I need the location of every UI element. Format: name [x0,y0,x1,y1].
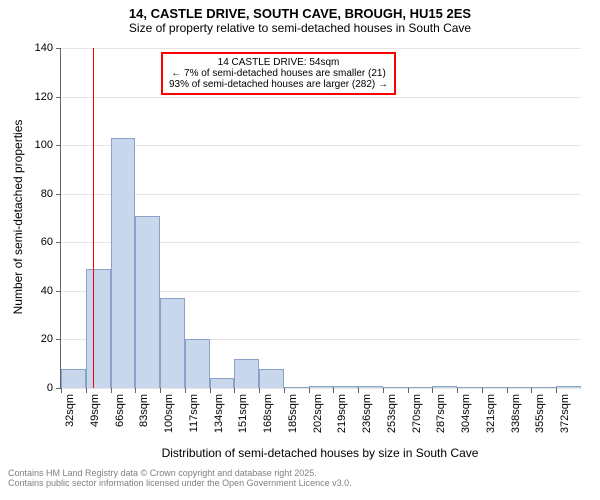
x-tick [408,388,409,393]
chart-footer: Contains HM Land Registry data © Crown c… [8,468,352,488]
y-tick-label: 140 [35,42,53,54]
grid-line [61,97,581,98]
histogram-bar [135,216,160,388]
y-tick-label: 120 [35,91,53,103]
grid-line [61,145,581,146]
x-tick-label: 304sqm [460,394,472,433]
x-tick [309,388,310,393]
y-tick-label: 40 [41,285,53,297]
footer-line-2: Contains public sector information licen… [8,478,352,488]
x-tick [556,388,557,393]
histogram-bar [111,138,136,388]
x-tick [135,388,136,393]
x-tick [432,388,433,393]
x-tick-label: 287sqm [435,394,447,433]
annotation-line-2: ← 7% of semi-detached houses are smaller… [169,68,388,79]
chart-subtitle: Size of property relative to semi-detach… [0,21,600,39]
histogram-bar [309,386,334,388]
plot-area: 02040608010012014032sqm49sqm66sqm83sqm10… [60,48,581,389]
y-tick [56,48,61,49]
x-tick [185,388,186,393]
x-tick-label: 355sqm [534,394,546,433]
chart-title: 14, CASTLE DRIVE, SOUTH CAVE, BROUGH, HU… [0,0,600,21]
x-tick-label: 236sqm [361,394,373,433]
x-tick [284,388,285,393]
histogram-bar [259,369,284,388]
x-tick-label: 168sqm [262,394,274,433]
x-tick [234,388,235,393]
x-tick [531,388,532,393]
histogram-bar [383,387,408,388]
histogram-bar [61,369,86,388]
x-tick-label: 151sqm [237,394,249,433]
x-tick [507,388,508,393]
histogram-bar [333,386,358,388]
annotation-box: 14 CASTLE DRIVE: 54sqm← 7% of semi-detac… [161,52,396,95]
histogram-bar [556,386,581,388]
x-tick-label: 100sqm [163,394,175,433]
x-tick-label: 117sqm [188,394,200,432]
x-tick-label: 270sqm [411,394,423,433]
x-tick [160,388,161,393]
x-tick [358,388,359,393]
histogram-bar [531,387,556,388]
histogram-bar [457,387,482,388]
histogram-bar [507,387,532,388]
y-tick [56,145,61,146]
x-tick-label: 134sqm [213,394,225,433]
x-tick-label: 321sqm [485,394,497,433]
y-tick [56,242,61,243]
y-tick-label: 0 [47,382,53,394]
y-tick-label: 20 [41,333,53,345]
y-tick-label: 80 [41,188,53,200]
x-axis-label: Distribution of semi-detached houses by … [60,446,580,460]
histogram-bar [432,386,457,388]
x-tick [86,388,87,393]
x-tick-label: 372sqm [559,394,571,433]
x-tick-label: 66sqm [114,394,126,427]
x-tick [111,388,112,393]
histogram-bar [358,386,383,388]
x-tick-label: 83sqm [138,394,150,427]
y-tick-label: 60 [41,236,53,248]
histogram-bar [185,339,210,388]
annotation-line-1: 14 CASTLE DRIVE: 54sqm [169,57,388,68]
x-tick [333,388,334,393]
grid-line [61,388,581,389]
x-tick-label: 32sqm [64,394,76,427]
y-tick [56,194,61,195]
x-tick-label: 253sqm [386,394,398,433]
x-tick [61,388,62,393]
histogram-bar [408,387,433,388]
annotation-line-3: 93% of semi-detached houses are larger (… [169,79,388,90]
chart-container: 14, CASTLE DRIVE, SOUTH CAVE, BROUGH, HU… [0,0,600,500]
footer-line-1: Contains HM Land Registry data © Crown c… [8,468,352,478]
grid-line [61,194,581,195]
x-tick-label: 338sqm [510,394,522,433]
y-tick [56,339,61,340]
y-axis-label: Number of semi-detached properties [11,117,25,317]
histogram-bar [234,359,259,388]
y-tick-label: 100 [35,139,53,151]
histogram-bar [210,378,235,388]
x-tick-label: 219sqm [336,394,348,433]
grid-line [61,48,581,49]
y-tick [56,291,61,292]
x-tick-label: 185sqm [287,394,299,433]
y-tick [56,97,61,98]
x-tick-label: 49sqm [89,394,101,427]
x-tick [457,388,458,393]
x-tick [259,388,260,393]
histogram-bar [86,269,111,388]
x-tick [383,388,384,393]
histogram-bar [284,387,309,388]
x-tick [482,388,483,393]
reference-line [93,48,94,388]
x-tick [210,388,211,393]
histogram-bar [160,298,185,388]
x-tick-label: 202sqm [312,394,324,433]
histogram-bar [482,387,507,388]
